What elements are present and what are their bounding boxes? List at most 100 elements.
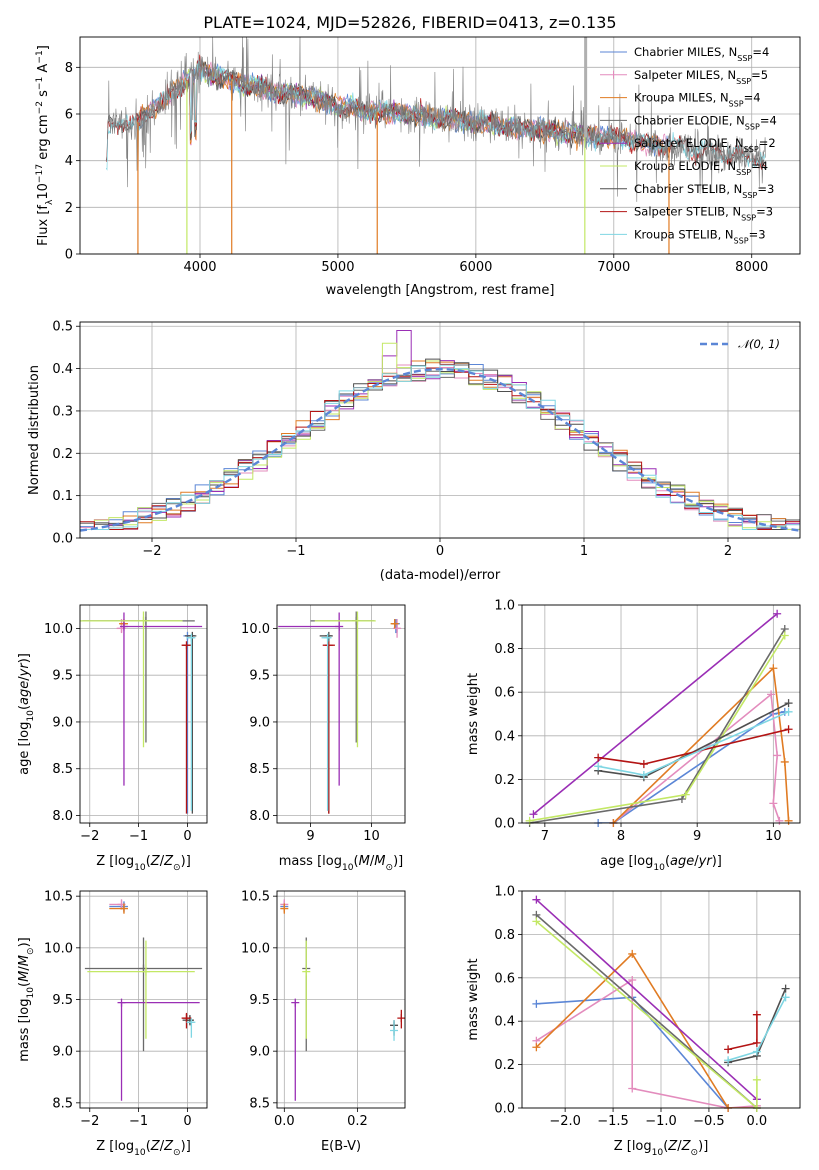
weight-marker	[752, 1075, 761, 1084]
age_vs_Z-xtick-label: −2	[80, 829, 99, 844]
age_vs_Z-panel: −2 −1 0 8.0 8.5 9.0 9.5 10.0 Z [log10(Z/Z⊙)] age …	[17, 604, 208, 873]
age_vs_Z-ytick-label: 8.0	[52, 809, 73, 824]
mass_vs_ebv-ytick-label: 10.0	[241, 941, 270, 956]
mass_vs_ebv-xlabel: E(B-V)	[321, 1139, 361, 1154]
mass_vs_Z-ytick-label: 8.5	[52, 1096, 73, 1111]
data-point	[353, 616, 362, 625]
weight_vs_Z-xtick-label: −1.0	[645, 1114, 677, 1129]
age_vs_Z-ylabel: age [log10(age/yr)]	[17, 653, 36, 775]
age_vs_Z-ytick-label: 10.0	[44, 622, 73, 637]
data-point	[390, 619, 399, 628]
weight-line	[535, 899, 758, 1100]
data-point	[187, 633, 196, 642]
mass_vs_Z-ytick-label: 9.5	[52, 993, 73, 1008]
age_vs_mass-ytick-label: 8.0	[249, 809, 270, 824]
legend-label-0: Chabrier MILES, NSSP=4	[634, 45, 769, 63]
data-point	[119, 904, 128, 913]
weight_vs_age-frame	[521, 604, 801, 824]
weight_vs_Z-ytick-label: 0.4	[494, 1015, 515, 1030]
mass_vs_ebv-ytick-label: 9.0	[249, 1045, 270, 1060]
age_vs_mass-frame	[276, 604, 406, 824]
residuals-ylabel: Normed distribution	[27, 365, 42, 495]
weight_vs_Z-xtick-label: −0.5	[693, 1114, 725, 1129]
spectrum-frame	[79, 36, 801, 255]
observed-spectrum	[107, 37, 766, 202]
weight-marker	[769, 664, 778, 673]
weight_vs_age-xtick-label: 10	[765, 829, 782, 844]
data-point	[335, 622, 344, 631]
weight-marker	[752, 1010, 761, 1019]
age_vs_Z-xlabel: Z [log10(Z/Z⊙)]	[96, 854, 191, 873]
legend-label-gauss: 𝒩(0, 1)	[738, 337, 780, 351]
weight_vs_Z-frame	[521, 890, 801, 1109]
data-point	[182, 1014, 191, 1023]
age_vs_mass-ytick-label: 9.0	[249, 715, 270, 730]
weight_vs_Z-ytick-label: 0.6	[494, 971, 515, 986]
weight-marker	[532, 1043, 541, 1052]
spectrum-xtick-label: 5000	[321, 260, 354, 275]
weight-marker	[628, 949, 637, 958]
mass_vs_ebv-xtick-label: 0.2	[347, 1114, 368, 1129]
age_vs_mass-xlabel: mass [log10(M/M⊙)]	[279, 854, 403, 873]
residuals-xtick-label: 1	[580, 544, 588, 559]
legend-label-2: Kroupa MILES, NSSP=4	[634, 91, 761, 109]
weight-marker	[639, 760, 648, 769]
weight-marker	[677, 795, 686, 804]
mass_vs_ebv-ytick-label: 10.5	[241, 890, 270, 905]
spectrum-ytick-label: 2	[65, 201, 73, 216]
weight_vs_Z-xtick-label: −2.0	[549, 1114, 581, 1129]
spectrum-xtick-label: 8000	[735, 260, 768, 275]
residuals-ytick-label: 0.4	[52, 362, 73, 377]
spectrum-ytick-label: 4	[65, 154, 73, 169]
weight_vs_Z-panel: −2.0 −1.5 −1.0 −0.5 0.0 0.0 0.2 0.4 0.6 0.8 1.0 Z […	[466, 885, 801, 1158]
data-point	[323, 633, 332, 642]
weight-marker	[532, 895, 541, 904]
data-point	[139, 616, 148, 625]
mass_vs_ebv-panel: 0.0 0.2 8.5 9.0 9.5 10.0 10.5 E(B-V)	[241, 890, 406, 1154]
mass_vs_Z-ytick-label: 10.5	[44, 890, 73, 905]
weight-line	[598, 702, 789, 779]
age_vs_mass-xtick-label: 10	[363, 829, 380, 844]
age_vs_Z-ytick-label: 9.0	[52, 715, 73, 730]
age_vs_mass-ytick-label: 8.5	[249, 762, 270, 777]
weight-marker	[525, 816, 534, 825]
weight-marker	[773, 609, 782, 618]
residuals-panel: −2 −1 0 1 2 0.0 0.1 0.2 0.3 0.4 0.5 (data-model)/er…	[27, 320, 801, 583]
data-point	[280, 904, 289, 913]
weight_vs_Z-ytick-label: 0.8	[494, 928, 515, 943]
legend-label-7: Salpeter STELIB, NSSP=3	[634, 205, 773, 223]
data-point	[397, 1014, 405, 1023]
residuals-xtick-label: −2	[142, 544, 161, 559]
data-point	[187, 1018, 196, 1027]
weight_vs_age-xtick-label: 8	[617, 829, 625, 844]
weight_vs_Z-ytick-label: 0.2	[494, 1058, 515, 1073]
mass_vs_Z-xlabel: Z [log10(Z/Z⊙)]	[96, 1139, 191, 1158]
weight-line	[598, 711, 789, 776]
residuals-xtick-label: 2	[724, 544, 732, 559]
age_vs_Z-ytick-label: 9.5	[52, 669, 73, 684]
spectrum-xlabel: wavelength [Angstrom, rest frame]	[326, 283, 555, 298]
residuals-frame	[79, 321, 801, 539]
weight-line	[535, 952, 757, 1108]
mass_vs_ebv-xtick-label: 0.0	[274, 1114, 295, 1129]
weight-line	[532, 613, 778, 815]
weight_vs_age-xtick-label: 7	[541, 829, 549, 844]
weight-marker	[639, 771, 648, 780]
weight_vs_age-ytick-label: 0.6	[494, 686, 515, 701]
weight-marker	[532, 917, 541, 926]
data-point	[119, 622, 128, 631]
weight-marker	[628, 1084, 637, 1093]
weight-marker	[628, 975, 637, 984]
legend-label-8: Kroupa STELIB, NSSP=3	[634, 227, 766, 245]
weight-marker	[681, 790, 690, 799]
data-point	[393, 624, 402, 633]
residuals-ytick-label: 0.5	[52, 320, 73, 335]
weight_vs_age-xlabel: age [log10(age/yr)]	[600, 854, 722, 873]
mass_vs_Z-ytick-label: 9.0	[52, 1045, 73, 1060]
mass_vs_ebv-frame	[276, 890, 406, 1109]
weight-line	[612, 692, 781, 823]
weight-marker	[594, 753, 603, 762]
legend-label-3: Chabrier ELODIE, NSSP=4	[634, 113, 777, 130]
age_vs_Z-xtick-label: −1	[129, 829, 148, 844]
